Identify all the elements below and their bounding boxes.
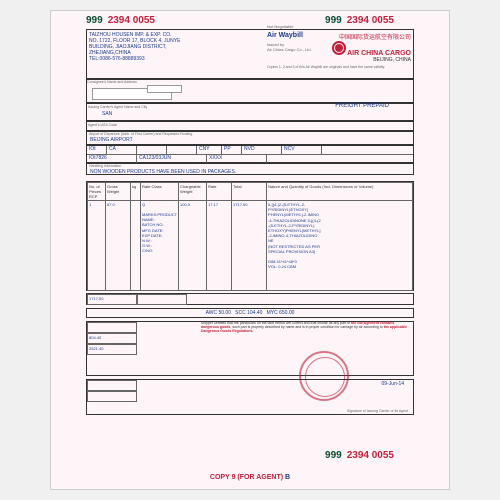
departure-section: Airport of Departure (Addr. of First Car…	[86, 131, 414, 145]
ppd: PP	[222, 146, 242, 154]
shipper-cert: Shipper certifies that the particulars o…	[201, 321, 411, 334]
awc-charges: AWC 50.00 SCC 104.40 MYC 650.00	[87, 309, 413, 317]
cargo-table: No. of Pieces RCP Gross Weight kg Rate C…	[87, 182, 413, 291]
awb-num: 2394 0055	[108, 15, 155, 26]
redacted-box2	[147, 85, 182, 93]
route-to1: IOt	[87, 146, 107, 154]
shipper-tel: TEL:0086-576-88889393	[89, 56, 260, 62]
ncv: NCV	[282, 146, 322, 154]
route-carrier: CA	[107, 146, 137, 154]
total-prepaid: 2521.40	[87, 344, 137, 355]
td-gross: 87.0	[106, 201, 131, 291]
th-kg: kg	[131, 183, 141, 201]
td-chgwt: 100.0	[179, 201, 207, 291]
td-total: 1717.00	[232, 201, 267, 291]
issued-by: Issued by Air China Cargo Co., Ltd.	[267, 42, 312, 52]
logo-city: BEIJING, CHINA	[311, 57, 411, 63]
td-rate: 17.17	[207, 201, 232, 291]
th-chgwt: Chargeable Weight	[179, 183, 207, 201]
agent-city: SAN	[87, 110, 413, 118]
consignee-section: Consignee's Name and Address	[86, 79, 414, 103]
not-negotiable: Not Negotiable	[267, 24, 293, 29]
awb-number-top-right: 9992394 0055	[325, 15, 394, 26]
other-chg: 804.40	[87, 333, 137, 344]
sig-label: Signature of Issuing Carrier or its Agen…	[347, 409, 408, 413]
th-total: Total	[232, 183, 267, 201]
air-waybill-document: 9992394 0055 9992394 0055 TAIZHOU HOUSEN…	[50, 10, 450, 490]
cargo-table-section: No. of Pieces RCP Gross Weight kg Rate C…	[86, 181, 414, 291]
copy-label: COPY 9 (FOR AGENT) B	[210, 474, 290, 481]
handling-section: Handling Information NON WOODEN PRODUCTS…	[86, 163, 414, 175]
th-ratechg: Rate	[207, 183, 232, 201]
th-nature: Nature and Quantity of Goods (Incl. Dime…	[267, 183, 413, 201]
td-marks: Q MARKS:PRODUCT NAME:BATCH NO:MFG DATE:E…	[141, 201, 179, 291]
consignee-label: Consignee's Name and Address	[87, 80, 413, 84]
other-charges-row: AWC 50.00 SCC 104.40 MYC 650.00	[86, 308, 414, 318]
air-waybill-label: Air Waybill	[267, 32, 303, 39]
th-pcs: No. of Pieces RCP	[88, 183, 106, 201]
phoenix-icon	[332, 41, 346, 55]
shipper-info: TAIZHOU HOUSEN IMP. & EXP. CO. NO. 1722,…	[87, 30, 262, 64]
dep-airport: BEIJING AIRPORT	[87, 136, 413, 144]
awb-number-top-left: 999 2394 0055	[86, 15, 155, 26]
charges-row1: 1717.00	[86, 293, 414, 305]
air-china-logo: 中国国际货运航空有限公司 AIR CHINA CARGO BEIJING, CH…	[311, 32, 411, 60]
routing-section: IOt CA CNY PP NVD NCV IOt7826 CA123/03JU…	[86, 145, 414, 163]
nvd: NVD	[242, 146, 282, 154]
th-rate: Rate Class	[141, 183, 179, 201]
td-pcs: 1	[88, 201, 106, 291]
currency: CNY	[197, 146, 222, 154]
freight-prepaid: FREIGHT PREPAID	[335, 103, 389, 109]
iata-section: Agent's IATA Code	[86, 121, 414, 131]
prepaid-wt: 1717.00	[87, 294, 137, 305]
awb-number-bottom: 9992394 0055	[325, 450, 394, 461]
td-goods: 5-[(4-(2-(5-ETHYL-2-PYRIDINYL)ETHOXY)PHE…	[267, 201, 413, 291]
logo-chinese: 中国国际货运航空有限公司	[311, 32, 411, 41]
iata-label: Agent's IATA Code	[87, 122, 118, 128]
logo-english: AIR CHINA CARGO	[347, 50, 411, 57]
bottom-section: Signature of Issuing Carrier or its Agen…	[86, 379, 414, 415]
handling-text: NON WOODEN PRODUCTS HAVE BEEN USED IN PA…	[87, 168, 413, 176]
awb-prefix: 999	[86, 15, 103, 26]
copies-note: Copies 1, 2 and 3 of this Air Waybill ar…	[267, 65, 385, 69]
header-box: TAIZHOU HOUSEN IMP. & EXP. CO. NO. 1722,…	[86, 29, 414, 79]
th-gross: Gross Weight	[106, 183, 131, 201]
